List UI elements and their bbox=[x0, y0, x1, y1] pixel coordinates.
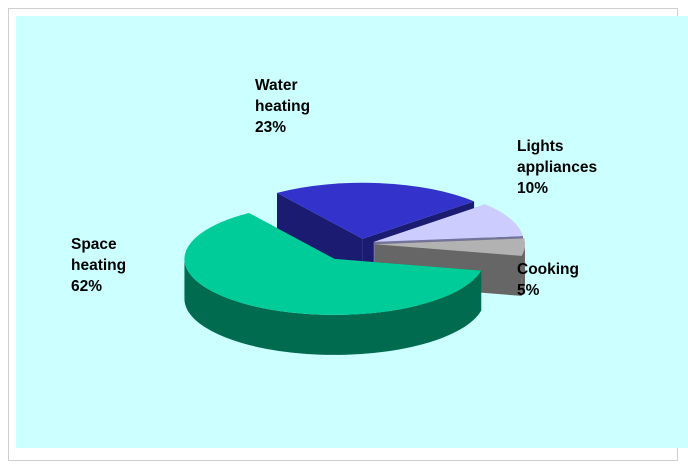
slice-top-space-heating bbox=[184, 212, 482, 315]
slice-label-line: heating bbox=[71, 257, 127, 274]
slice-side-space-heating bbox=[184, 258, 482, 355]
slice-label-line: Space bbox=[71, 236, 117, 253]
slice-value: 10% bbox=[517, 180, 549, 197]
slice-top-water-heating bbox=[277, 182, 475, 239]
chart-frame: Space heating 62% Water heating 23% Ligh… bbox=[8, 8, 688, 461]
slice-side-cooking bbox=[521, 244, 525, 296]
slice-label-line: Lights bbox=[517, 138, 564, 155]
slice-label-line: Cooking bbox=[517, 261, 579, 278]
slice-top-cooking bbox=[374, 238, 525, 256]
slice-wall-water-heating bbox=[277, 192, 363, 279]
slice-top-lights-appliances bbox=[373, 204, 523, 242]
plot-area bbox=[16, 16, 688, 448]
slice-label-line: heating bbox=[255, 98, 311, 115]
slice-label-cooking: Cooking 5% bbox=[517, 259, 579, 301]
pie-3d bbox=[184, 182, 525, 355]
slice-value: 62% bbox=[71, 278, 103, 295]
slice-value: 5% bbox=[517, 282, 540, 299]
slice-label-space-heating: Space heating 62% bbox=[71, 234, 126, 297]
slice-label-line: appliances bbox=[517, 159, 598, 176]
slice-label-lights-appliances: Lights appliances 10% bbox=[517, 136, 597, 199]
slice-label-water-heating: Water heating 23% bbox=[255, 75, 310, 138]
slice-value: 23% bbox=[255, 119, 287, 136]
slice-label-line: Water bbox=[255, 77, 298, 94]
